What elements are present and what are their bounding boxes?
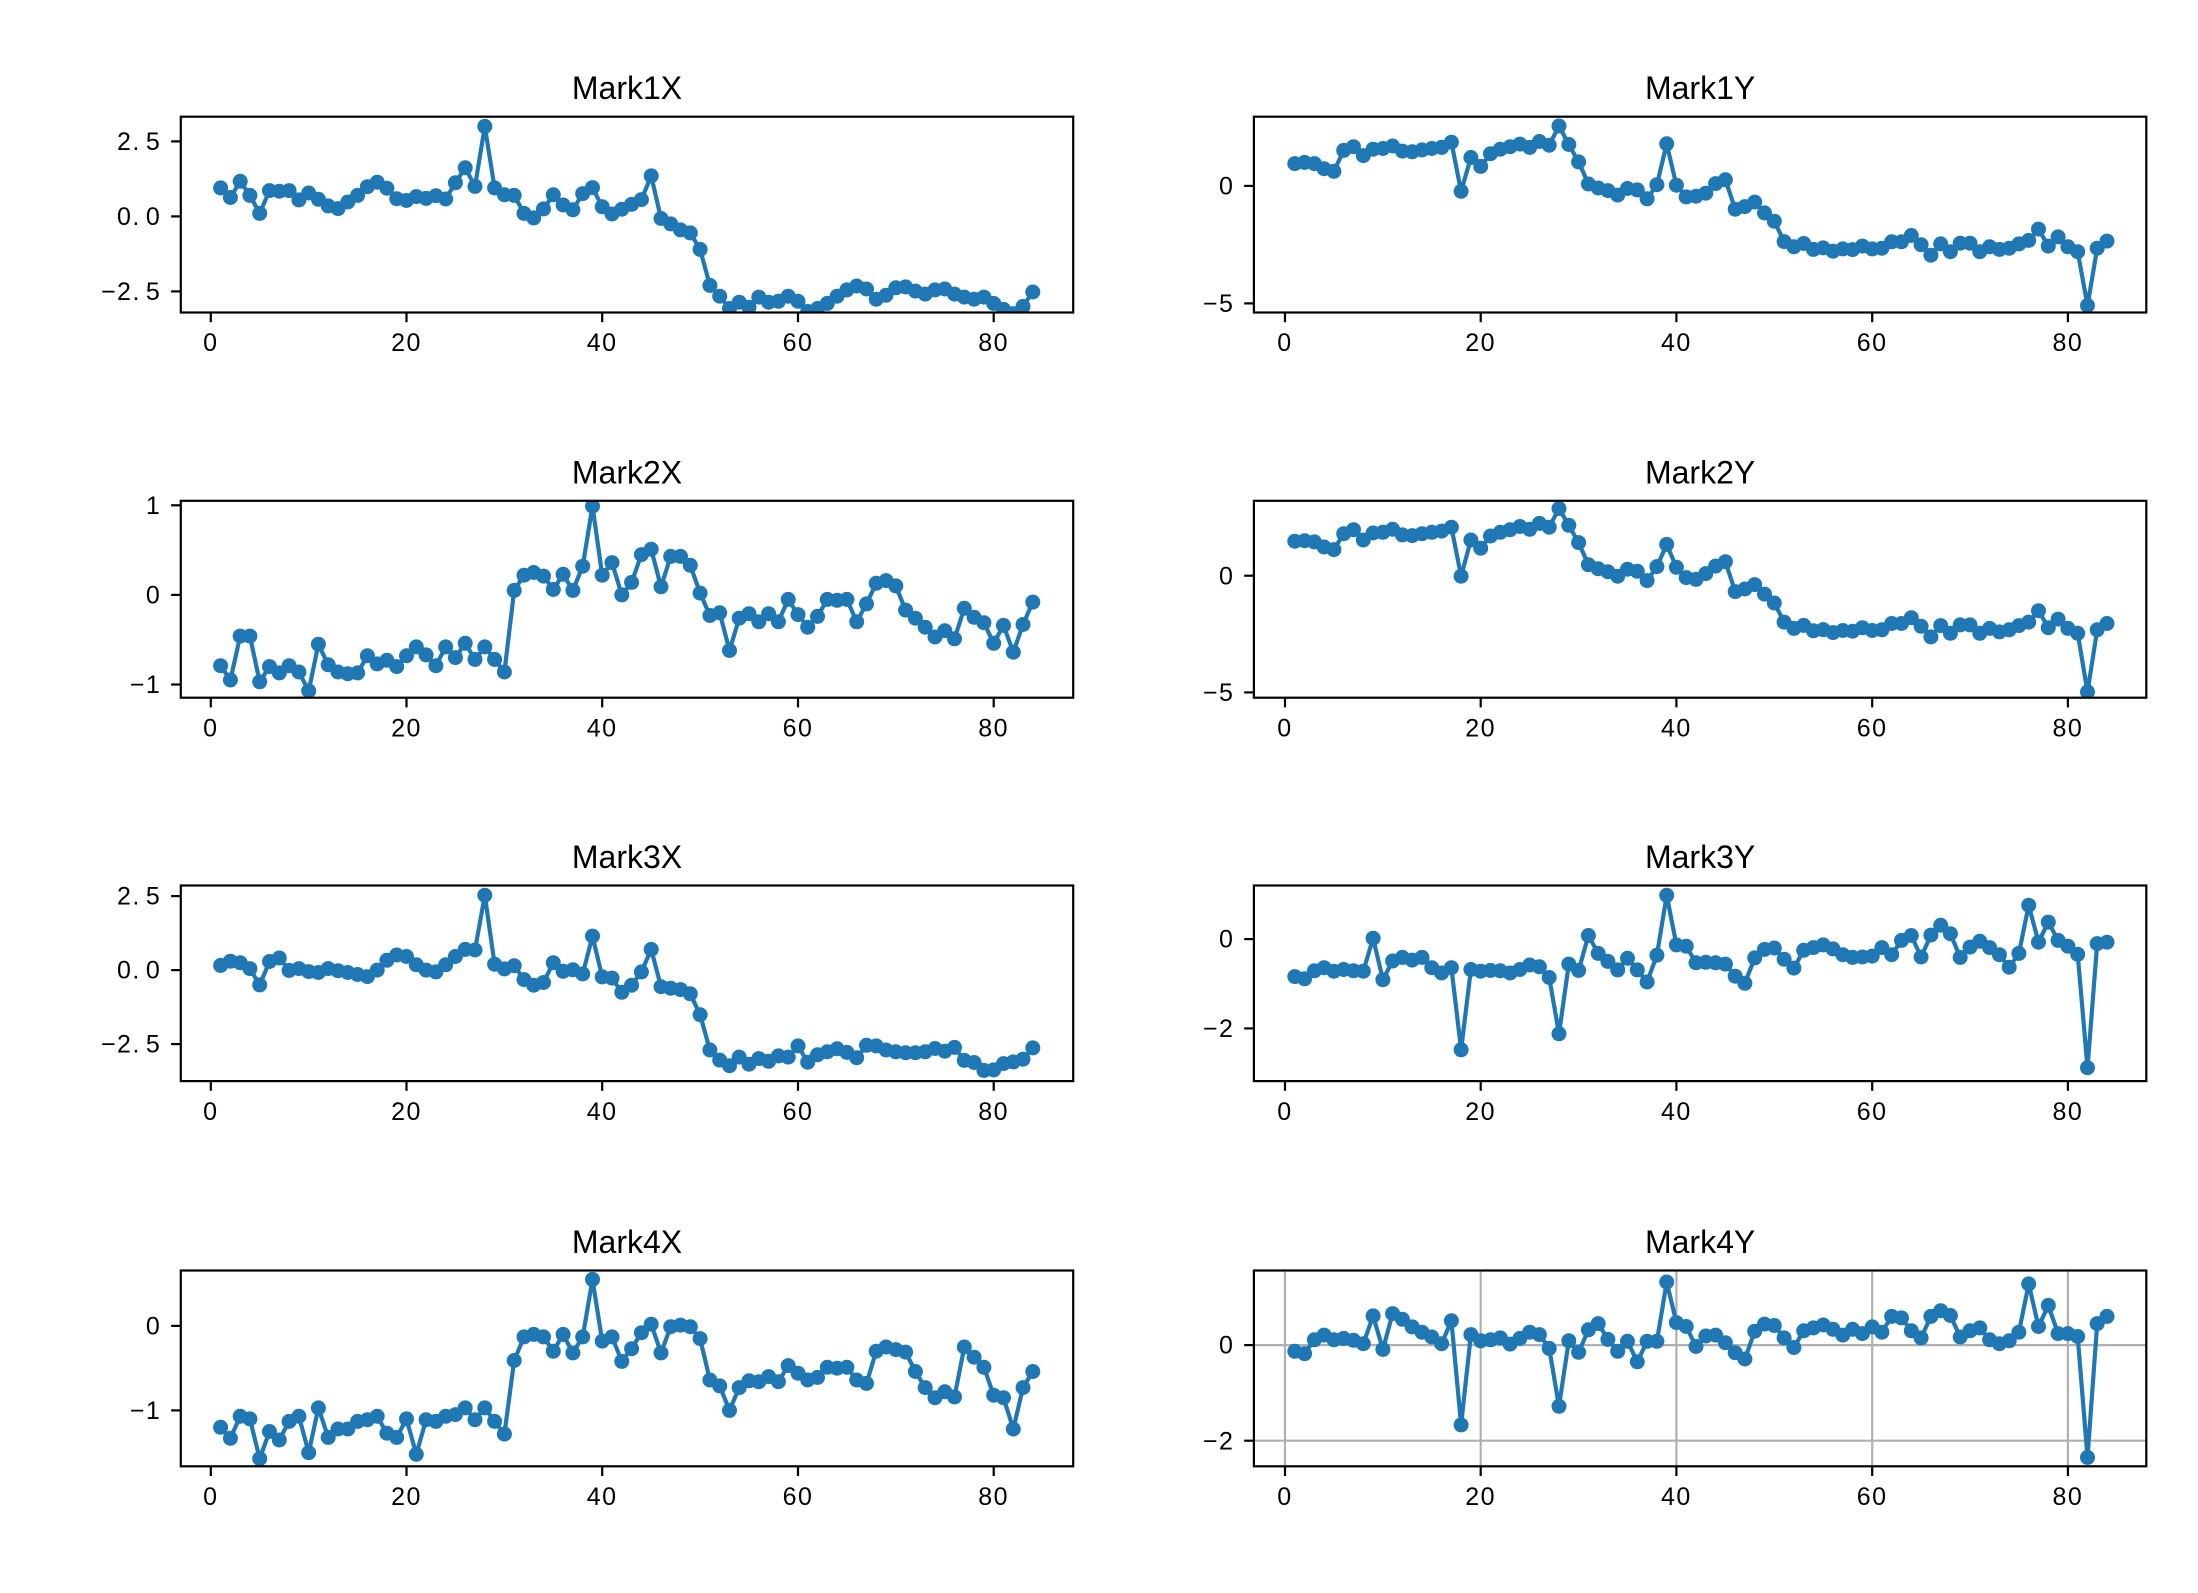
svg-text:60: 60	[1857, 329, 1888, 357]
svg-text:0: 0	[203, 714, 218, 742]
svg-text:Mark1Y: Mark1Y	[1645, 70, 1755, 106]
svg-text:60: 60	[1857, 1483, 1888, 1511]
svg-text:20: 20	[1465, 1483, 1496, 1511]
svg-text:40: 40	[1661, 1483, 1692, 1511]
svg-text:20: 20	[391, 714, 422, 742]
svg-text:−2.5: −2. 5	[101, 1031, 161, 1059]
svg-text:0: 0	[1219, 1332, 1234, 1360]
svg-text:1: 1	[146, 492, 161, 520]
svg-text:0: 0	[1277, 329, 1292, 357]
svg-text:2.5: 2. 5	[117, 883, 161, 911]
svg-text:40: 40	[587, 714, 618, 742]
svg-text:80: 80	[2052, 1098, 2083, 1126]
svg-text:0: 0	[1277, 1098, 1292, 1126]
svg-text:Mark4Y: Mark4Y	[1645, 1224, 1755, 1260]
svg-text:80: 80	[978, 714, 1009, 742]
svg-text:0.0: 0. 0	[117, 957, 161, 985]
svg-text:−2: −2	[1203, 1015, 1235, 1043]
svg-text:Mark3X: Mark3X	[572, 839, 682, 875]
svg-text:2.5: 2. 5	[117, 128, 161, 156]
svg-text:0: 0	[203, 1098, 218, 1126]
svg-text:0: 0	[203, 329, 218, 357]
svg-text:Mark4X: Mark4X	[572, 1224, 682, 1260]
svg-text:−1: −1	[130, 1397, 162, 1425]
svg-text:0: 0	[146, 1313, 161, 1341]
svg-text:Mark1X: Mark1X	[572, 70, 682, 106]
svg-text:80: 80	[978, 329, 1009, 357]
svg-text:20: 20	[391, 1098, 422, 1126]
svg-text:Mark2Y: Mark2Y	[1645, 454, 1755, 490]
svg-text:−5: −5	[1203, 290, 1235, 318]
svg-text:−2: −2	[1203, 1427, 1235, 1455]
svg-text:0: 0	[1277, 714, 1292, 742]
svg-text:20: 20	[1465, 1098, 1496, 1126]
svg-text:0: 0	[1277, 1483, 1292, 1511]
svg-text:40: 40	[587, 1483, 618, 1511]
svg-text:80: 80	[978, 1483, 1009, 1511]
svg-text:−2.5: −2. 5	[101, 278, 161, 306]
svg-text:60: 60	[783, 1483, 814, 1511]
svg-text:20: 20	[391, 329, 422, 357]
svg-text:80: 80	[2052, 1483, 2083, 1511]
svg-text:0: 0	[1219, 173, 1234, 201]
svg-text:60: 60	[783, 714, 814, 742]
svg-text:0: 0	[146, 582, 161, 610]
svg-text:60: 60	[1857, 714, 1888, 742]
svg-text:0: 0	[1219, 562, 1234, 590]
svg-text:40: 40	[587, 1098, 618, 1126]
svg-text:0.0: 0. 0	[117, 203, 161, 231]
svg-text:20: 20	[391, 1483, 422, 1511]
svg-text:−5: −5	[1203, 679, 1235, 707]
svg-text:Mark3Y: Mark3Y	[1645, 839, 1755, 875]
svg-text:0: 0	[1219, 926, 1234, 954]
svg-text:Mark2X: Mark2X	[572, 454, 682, 490]
svg-text:40: 40	[587, 329, 618, 357]
svg-text:40: 40	[1661, 714, 1692, 742]
svg-text:20: 20	[1465, 714, 1496, 742]
svg-text:80: 80	[978, 1098, 1009, 1126]
svg-text:60: 60	[783, 329, 814, 357]
svg-text:20: 20	[1465, 329, 1496, 357]
svg-text:40: 40	[1661, 329, 1692, 357]
svg-text:60: 60	[783, 1098, 814, 1126]
svg-text:−1: −1	[130, 671, 162, 699]
svg-text:0: 0	[203, 1483, 218, 1511]
svg-text:40: 40	[1661, 1098, 1692, 1126]
svg-text:80: 80	[2052, 714, 2083, 742]
svg-text:60: 60	[1857, 1098, 1888, 1126]
svg-text:80: 80	[2052, 329, 2083, 357]
